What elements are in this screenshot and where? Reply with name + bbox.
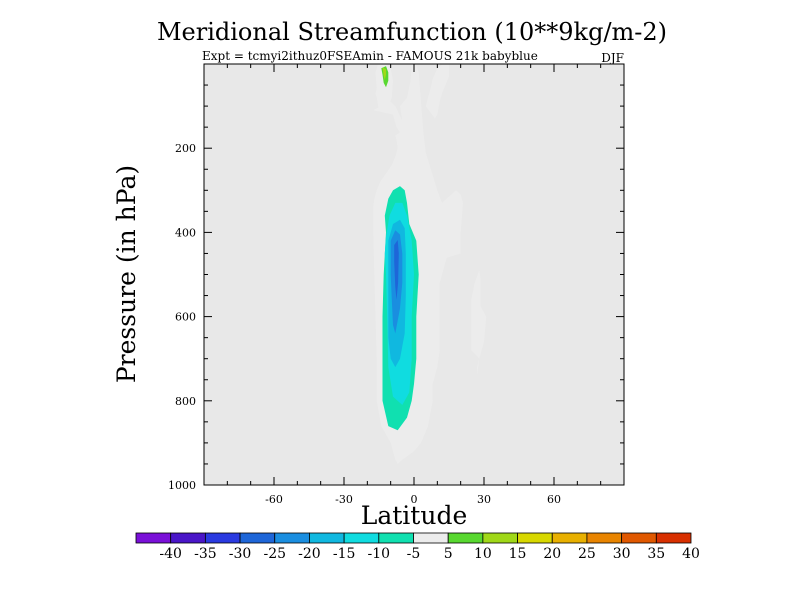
y-tick-label: 400: [175, 226, 196, 239]
contour-region-10: [382, 67, 386, 80]
x-tick-label: 0: [411, 493, 418, 506]
colorbar-swatch: [621, 532, 657, 544]
colorbar-label: -10: [368, 546, 391, 562]
chart-title: Meridional Streamfunction (10**9kg/m-2): [157, 18, 667, 46]
colorbar-label: 25: [578, 546, 596, 562]
chart-subtitle: Expt = tcmyi2ithuz0FSEAmin - FAMOUS 21k …: [202, 49, 538, 63]
y-tick-label: 1000: [168, 479, 196, 492]
colorbar-swatch: [274, 532, 310, 544]
colorbar-swatch: [482, 532, 518, 544]
contour-region-7: [425, 64, 449, 119]
colorbar-swatch: [586, 532, 623, 544]
colorbar-swatch: [204, 532, 241, 544]
y-tick-label: 800: [175, 395, 196, 408]
colorbar-label: 10: [474, 546, 492, 562]
y-axis-label: Pressure (in hPa): [112, 165, 141, 383]
colorbar-label: -15: [333, 546, 356, 562]
colorbar-label: 35: [647, 546, 665, 562]
x-tick-label: -30: [335, 493, 353, 506]
x-axis-label: Latitude: [361, 501, 468, 530]
colorbar-swatch: [551, 532, 588, 544]
colorbar-swatch: [135, 532, 172, 544]
season-label: DJF: [601, 51, 624, 65]
colorbar-label: 5: [444, 546, 453, 562]
colorbar-swatch: [413, 532, 449, 544]
y-tick-label: 200: [175, 142, 196, 155]
colorbar-swatch: [239, 532, 276, 544]
colorbar-swatch: [343, 532, 380, 544]
colorbar: -40 -35 -30 -25 -20 -15 -10 -5 5 10 15 20 25 30 35 40: [135, 532, 700, 562]
colorbar-label: -20: [298, 546, 321, 562]
colorbar-label: 40: [682, 546, 700, 562]
x-tick-label: 60: [547, 493, 561, 506]
colorbar-swatch: [517, 532, 553, 544]
colorbar-label: -25: [263, 546, 286, 562]
colorbar-swatch: [655, 532, 692, 544]
colorbar-label: -35: [194, 546, 217, 562]
colorbar-swatch: [447, 532, 484, 544]
x-tick-label: -60: [265, 493, 283, 506]
colorbar-swatch: [170, 532, 206, 544]
x-tick-label: 30: [477, 493, 491, 506]
contour-fills: [373, 64, 487, 464]
axis-ticks: -60 -30 0 30 60 200 400 600 800 1000: [168, 63, 625, 506]
colorbar-swatch: [378, 532, 414, 544]
colorbar-swatch: [309, 532, 345, 544]
contour-region-6: [394, 240, 399, 300]
contour-region-8: [375, 64, 393, 113]
colorbar-label: -5: [407, 546, 421, 562]
colorbar-label: -40: [159, 546, 182, 562]
y-tick-label: 600: [175, 311, 196, 324]
contour-region-1: [471, 270, 487, 376]
colorbar-label: -30: [229, 546, 252, 562]
colorbar-label: 20: [543, 546, 561, 562]
colorbar-label: 30: [613, 546, 631, 562]
colorbar-label: 15: [509, 546, 527, 562]
